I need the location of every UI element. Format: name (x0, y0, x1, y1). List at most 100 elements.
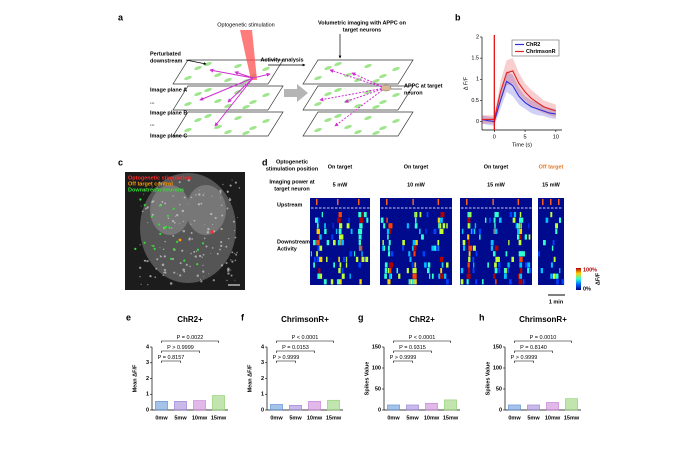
speckle (219, 197, 221, 199)
bar (546, 402, 559, 411)
y-tick-label: 4 (261, 344, 265, 350)
colorbar-max: 100% (583, 267, 597, 273)
speckle (210, 212, 213, 216)
row-label: Downstream (277, 239, 310, 245)
activity (317, 245, 320, 251)
response (358, 228, 363, 234)
response (467, 262, 470, 268)
legend-label: ChrimsonR (526, 49, 556, 55)
appc-label: neuron (404, 90, 423, 96)
activity (513, 212, 517, 218)
x-tick-label: 10mw (307, 415, 323, 421)
speckle (225, 245, 228, 248)
x-tick-label: 5 (524, 134, 527, 140)
activity (467, 223, 470, 229)
y-tick-label: 2 (261, 376, 264, 382)
activity (446, 223, 448, 229)
speckle (231, 260, 234, 263)
speckle (220, 264, 224, 267)
y-tick-label: 0 (146, 407, 149, 413)
y-tick-label: 50 (496, 386, 502, 392)
activity (317, 273, 320, 279)
activity (462, 240, 466, 246)
bracket (393, 360, 413, 363)
speckle (203, 192, 205, 194)
activity (433, 228, 437, 234)
activity (489, 217, 491, 223)
neuron (344, 72, 352, 78)
x-tick-label: 10mw (545, 415, 561, 421)
downstream-neuron (153, 247, 156, 250)
response (519, 234, 522, 240)
chart-title: ChR2+ (177, 315, 203, 324)
bracket (276, 360, 296, 363)
speckle (230, 269, 232, 271)
activity (494, 223, 496, 229)
neuron (204, 113, 212, 119)
speckle (234, 259, 237, 262)
activity (349, 251, 353, 257)
speckle (179, 223, 181, 225)
speckle (171, 257, 175, 261)
panel-label: h (479, 312, 485, 322)
response (493, 273, 496, 279)
speckle (161, 201, 164, 203)
speckle (179, 262, 182, 265)
neuron (392, 66, 400, 72)
speckle (206, 231, 209, 234)
speckle (182, 268, 185, 272)
activity (310, 251, 312, 257)
activity (342, 256, 346, 262)
activity (472, 245, 476, 251)
response (388, 228, 392, 234)
activity (406, 223, 409, 229)
offtarget-site (178, 238, 182, 242)
activity (336, 279, 339, 285)
response (387, 279, 391, 285)
activity (387, 245, 390, 251)
activity (350, 228, 353, 234)
activity (461, 228, 464, 234)
scale-label: 1 min (549, 299, 564, 305)
y-tick-label: 1 (146, 392, 149, 398)
response (439, 256, 444, 262)
speckle (139, 276, 141, 278)
neuron (194, 117, 202, 123)
response (495, 279, 497, 285)
activity (384, 273, 387, 279)
speckle (235, 253, 238, 256)
activity (553, 256, 556, 262)
response (517, 228, 523, 234)
speckle (189, 265, 191, 268)
activity (363, 212, 367, 218)
p-value: P = 0.0010 (530, 335, 557, 341)
activity (313, 262, 315, 268)
speckle (179, 274, 182, 277)
speckle (163, 255, 167, 258)
y-tick-label: 150 (372, 344, 381, 350)
speckle (196, 274, 199, 277)
speckle (220, 244, 223, 248)
plane-label: ... (150, 121, 155, 127)
response (494, 212, 499, 218)
activity (474, 223, 477, 229)
activity (321, 212, 324, 218)
speckle (201, 256, 203, 258)
panel-label: d (262, 157, 268, 167)
neuron (184, 127, 192, 133)
speckle (234, 252, 236, 255)
activity (315, 240, 317, 246)
activity (434, 245, 437, 251)
speckle (229, 184, 232, 187)
speckle (199, 278, 202, 280)
activity (556, 279, 559, 285)
activity (472, 256, 475, 262)
activity (313, 240, 316, 246)
speckle (182, 229, 186, 233)
response (337, 217, 341, 223)
header: Imaging power at (269, 179, 314, 185)
volumetric-label: target neurons (343, 27, 382, 33)
speckle (203, 237, 206, 240)
p-value: P > 0.9999 (273, 355, 300, 361)
